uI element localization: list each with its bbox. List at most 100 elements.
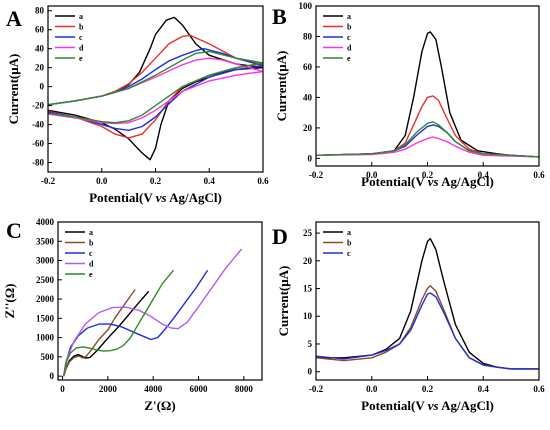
legend-label-a: a <box>89 228 93 237</box>
y-axis-label: Current(μA) <box>276 266 291 337</box>
x-tick-label: 8000 <box>235 384 254 394</box>
series-line-d <box>63 248 243 377</box>
series-line-b <box>63 288 136 377</box>
x-tick-label: 6000 <box>190 384 209 394</box>
series-line-c <box>316 124 539 158</box>
x-tick-label: -0.2 <box>41 176 56 186</box>
y-tick-label: 2500 <box>36 275 55 285</box>
y-tick-label: 15 <box>303 284 313 294</box>
x-tick-label: 0.4 <box>204 176 216 186</box>
x-tick-label: 0.0 <box>366 170 378 180</box>
legend-label-b: b <box>79 23 84 32</box>
legend-label-e: e <box>79 54 83 63</box>
x-tick-label: 0.0 <box>366 384 378 394</box>
panel-C: 0 2000 4000 6000 8000 0 500 1000 1500 2000 2500 300… <box>2 217 263 413</box>
x-tick-label: -0.2 <box>309 170 324 180</box>
series-line-a <box>63 290 150 377</box>
y-tick-label: 20 <box>35 63 45 73</box>
panel-D: -0.2 0.0 0.2 0.4 0.6 0 5 10 15 20 25 Potential(V vs… <box>272 221 545 413</box>
legend-label-b: b <box>347 239 352 248</box>
x-tick-label: 0.4 <box>478 170 490 180</box>
legend-label-a: a <box>79 12 83 21</box>
x-tick-label: 0.2 <box>422 170 434 180</box>
y-tick-label: 80 <box>35 6 45 16</box>
x-tick-label: 0.6 <box>533 170 545 180</box>
panel-letter: D <box>272 224 288 249</box>
x-axis-label: Potential(V vs Ag/AgCl) <box>361 398 494 413</box>
y-tick-label: 20 <box>303 123 313 133</box>
legend-label-c: c <box>347 33 351 42</box>
y-tick-label: 0 <box>50 371 55 381</box>
y-tick-label: 40 <box>35 44 45 54</box>
legend-label-e: e <box>347 54 351 63</box>
legend-label-b: b <box>89 239 94 248</box>
y-tick-label: 0 <box>308 153 313 163</box>
y-tick-label: 80 <box>303 31 313 41</box>
x-tick-label: -0.2 <box>309 384 324 394</box>
legend-label-c: c <box>89 249 93 258</box>
x-tick-label: 0.4 <box>478 384 490 394</box>
y-tick-label: 1000 <box>36 333 55 343</box>
y-axis-label: Current(μA) <box>274 51 289 122</box>
x-tick-label: 0.2 <box>150 176 162 186</box>
legend-label-a: a <box>347 12 351 21</box>
legend-label-b: b <box>347 23 352 32</box>
y-tick-label: 3500 <box>36 236 55 246</box>
series-line-e <box>316 121 539 158</box>
legend-label-a: a <box>347 228 351 237</box>
y-tick-label: -20 <box>32 101 44 111</box>
x-tick-label: 0.6 <box>533 384 545 394</box>
series-line-a <box>316 31 539 158</box>
panel-letter: B <box>272 4 287 29</box>
legend-label-d: d <box>347 44 352 53</box>
series-line-d <box>48 57 263 125</box>
legend-label-d: d <box>89 260 94 269</box>
x-tick-label: 4000 <box>144 384 163 394</box>
legend-label-c: c <box>347 249 351 258</box>
legend-label-c: c <box>79 33 83 42</box>
y-tick-label: 10 <box>303 311 313 321</box>
series-line-e <box>48 50 263 124</box>
x-axis-label: Z'(Ω) <box>144 398 175 413</box>
series-line-a <box>316 237 539 370</box>
y-tick-label: 60 <box>35 25 45 35</box>
panel-letter: A <box>6 6 22 31</box>
y-tick-label: 3000 <box>36 256 55 266</box>
x-tick-label: 2000 <box>99 384 118 394</box>
x-tick-label: 0.0 <box>96 176 108 186</box>
series-line-a <box>48 16 263 161</box>
x-tick-label: 0 <box>60 384 65 394</box>
panel-B: -0.2 0.0 0.2 0.4 0.6 0 20 40 60 80 100 Potential(V … <box>272 1 545 189</box>
plot-frame <box>57 221 263 381</box>
panel-A: -0.2 0.0 0.2 0.4 0.6 -80 -60 -40 -20 0 20 40 60 80 Pot… <box>6 5 269 205</box>
legend-label-e: e <box>89 270 93 279</box>
y-tick-label: 2000 <box>36 294 55 304</box>
y-tick-label: 0 <box>40 82 45 92</box>
y-tick-label: 40 <box>303 92 313 102</box>
y-tick-label: 1500 <box>36 313 55 323</box>
y-tick-label: 0 <box>308 367 313 377</box>
y-tick-label: 4000 <box>36 217 55 227</box>
y-tick-label: 60 <box>303 62 313 72</box>
series-line-c <box>316 292 539 370</box>
y-tick-label: -40 <box>32 120 44 130</box>
y-tick-label: -60 <box>32 139 44 149</box>
y-axis-label: Current(μA) <box>6 54 21 125</box>
y-tick-label: 25 <box>303 228 313 238</box>
y-tick-label: 500 <box>41 352 55 362</box>
series-line-b <box>316 285 539 370</box>
x-axis-label: Potential(V vs Ag/AgCl) <box>89 190 222 205</box>
y-axis-label: Z''(Ω) <box>2 284 17 319</box>
y-tick-label: -80 <box>32 158 44 168</box>
x-tick-label: 0.2 <box>422 384 434 394</box>
y-tick-label: 5 <box>308 339 313 349</box>
series-line-d <box>316 136 539 158</box>
y-tick-label: 20 <box>303 256 313 266</box>
legend-label-d: d <box>79 44 84 53</box>
y-tick-label: 100 <box>299 1 313 11</box>
series-line-e <box>63 269 175 377</box>
x-axis-label: Potential(V vs Ag/AgCl) <box>361 174 494 189</box>
panel-letter: C <box>6 218 22 243</box>
